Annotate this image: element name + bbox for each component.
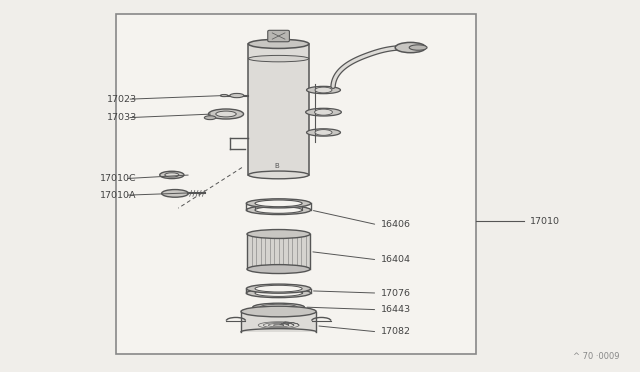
Ellipse shape: [260, 304, 297, 310]
Bar: [248, 44, 309, 175]
Text: 17023: 17023: [106, 95, 137, 104]
Text: 17033: 17033: [106, 113, 137, 122]
Bar: [241, 311, 316, 332]
Text: 17010A: 17010A: [100, 191, 137, 200]
Ellipse shape: [246, 289, 311, 298]
Bar: [247, 234, 310, 269]
Ellipse shape: [246, 199, 311, 208]
Text: 17076: 17076: [381, 289, 410, 298]
Ellipse shape: [315, 129, 332, 135]
Ellipse shape: [255, 200, 302, 207]
Ellipse shape: [247, 264, 310, 273]
Ellipse shape: [315, 87, 332, 93]
Ellipse shape: [204, 116, 216, 120]
Text: B: B: [275, 163, 279, 169]
Ellipse shape: [395, 42, 426, 53]
Text: 17082: 17082: [381, 327, 410, 336]
Text: 16404: 16404: [381, 255, 410, 264]
Ellipse shape: [246, 284, 311, 293]
Ellipse shape: [230, 93, 244, 98]
Ellipse shape: [209, 109, 244, 119]
Ellipse shape: [255, 285, 302, 292]
Ellipse shape: [162, 190, 188, 197]
Text: 17010: 17010: [531, 217, 560, 225]
Text: ^ 70 ·0009: ^ 70 ·0009: [573, 352, 620, 361]
Ellipse shape: [255, 290, 302, 296]
Ellipse shape: [248, 171, 309, 179]
Ellipse shape: [165, 173, 179, 177]
Ellipse shape: [253, 303, 305, 311]
Ellipse shape: [220, 94, 228, 97]
Bar: [116, 14, 476, 354]
Text: 17010C: 17010C: [100, 174, 137, 183]
Ellipse shape: [248, 55, 309, 62]
Ellipse shape: [315, 109, 332, 115]
Ellipse shape: [241, 306, 316, 317]
Ellipse shape: [307, 129, 340, 136]
Ellipse shape: [160, 171, 184, 179]
Text: 16406: 16406: [381, 220, 410, 229]
Ellipse shape: [307, 86, 340, 94]
FancyBboxPatch shape: [268, 30, 289, 42]
Ellipse shape: [255, 207, 302, 213]
Ellipse shape: [247, 230, 310, 238]
Ellipse shape: [409, 45, 427, 50]
Ellipse shape: [246, 205, 311, 215]
Ellipse shape: [216, 111, 236, 117]
Ellipse shape: [306, 108, 341, 116]
Text: 16443: 16443: [381, 305, 411, 314]
Ellipse shape: [248, 39, 309, 48]
